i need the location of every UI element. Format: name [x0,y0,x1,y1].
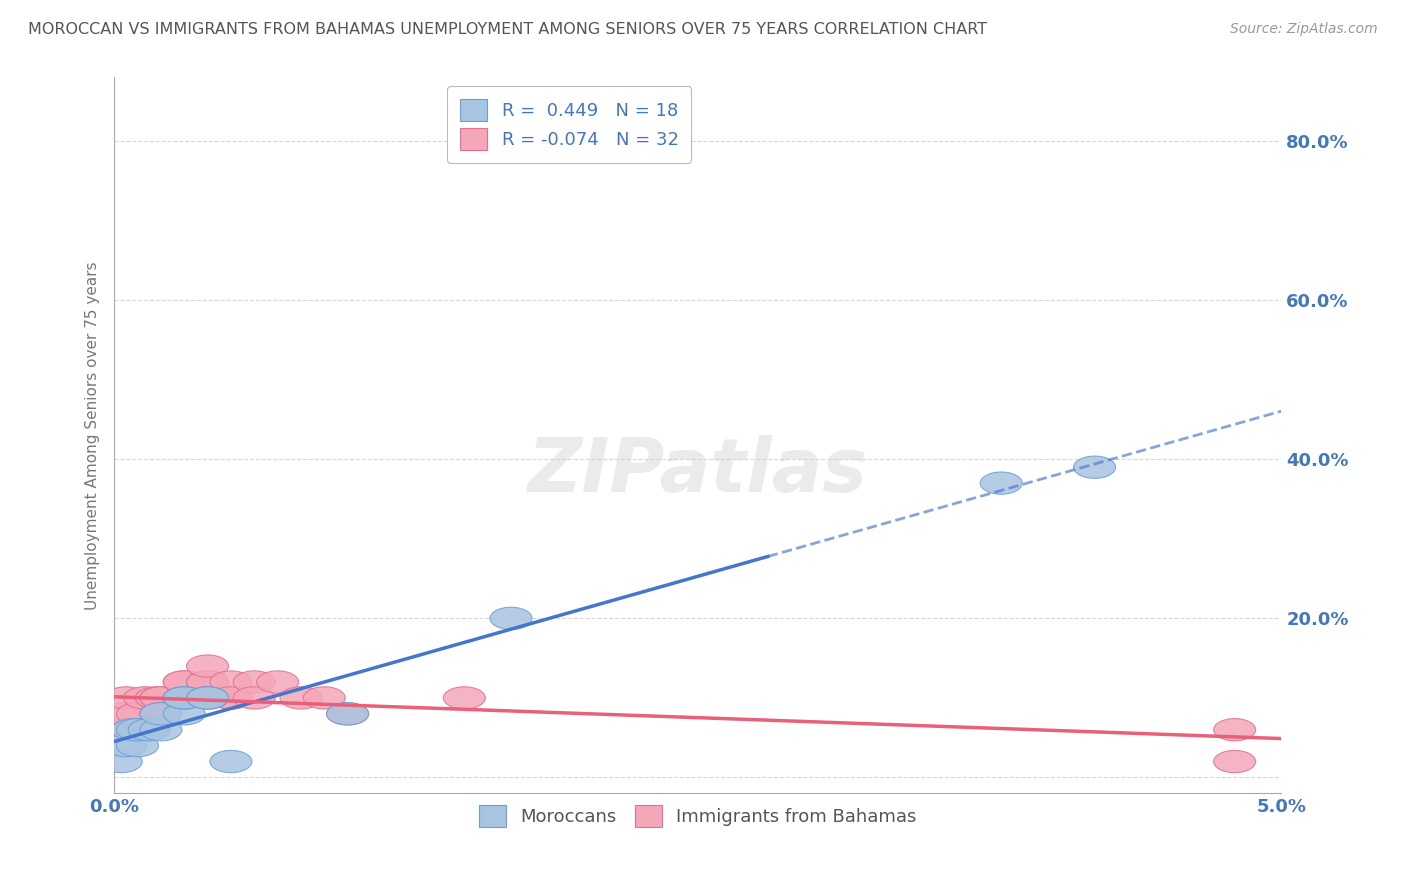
Ellipse shape [135,687,177,709]
Ellipse shape [117,719,159,741]
Ellipse shape [209,671,252,693]
Ellipse shape [100,703,142,725]
Ellipse shape [256,671,298,693]
Ellipse shape [187,687,229,709]
Ellipse shape [163,687,205,709]
Ellipse shape [209,687,252,709]
Text: MOROCCAN VS IMMIGRANTS FROM BAHAMAS UNEMPLOYMENT AMONG SENIORS OVER 75 YEARS COR: MOROCCAN VS IMMIGRANTS FROM BAHAMAS UNEM… [28,22,987,37]
Ellipse shape [326,703,368,725]
Ellipse shape [187,655,229,677]
Ellipse shape [187,687,229,709]
Ellipse shape [139,719,181,741]
Ellipse shape [187,687,229,709]
Ellipse shape [1213,750,1256,772]
Ellipse shape [304,687,346,709]
Ellipse shape [139,687,181,709]
Ellipse shape [163,687,205,709]
Ellipse shape [209,687,252,709]
Ellipse shape [326,703,368,725]
Y-axis label: Unemployment Among Seniors over 75 years: Unemployment Among Seniors over 75 years [86,261,100,610]
Ellipse shape [112,719,153,741]
Ellipse shape [163,687,205,709]
Ellipse shape [443,687,485,709]
Ellipse shape [163,671,205,693]
Text: ZIPatlas: ZIPatlas [527,434,868,508]
Ellipse shape [112,719,153,741]
Ellipse shape [163,703,205,725]
Ellipse shape [139,703,181,725]
Ellipse shape [980,472,1022,494]
Ellipse shape [139,703,181,725]
Text: Source: ZipAtlas.com: Source: ZipAtlas.com [1230,22,1378,37]
Ellipse shape [105,687,146,709]
Ellipse shape [187,671,229,693]
Ellipse shape [124,687,166,709]
Legend: Moroccans, Immigrants from Bahamas: Moroccans, Immigrants from Bahamas [471,798,924,834]
Ellipse shape [117,719,159,741]
Ellipse shape [105,734,146,756]
Ellipse shape [117,734,159,756]
Ellipse shape [128,719,170,741]
Ellipse shape [187,671,229,693]
Ellipse shape [163,671,205,693]
Ellipse shape [117,703,159,725]
Ellipse shape [100,750,142,772]
Ellipse shape [491,607,531,630]
Ellipse shape [1074,456,1115,478]
Ellipse shape [233,671,276,693]
Ellipse shape [280,687,322,709]
Ellipse shape [1213,719,1256,741]
Ellipse shape [128,719,170,741]
Ellipse shape [209,750,252,772]
Ellipse shape [139,687,181,709]
Ellipse shape [163,687,205,709]
Ellipse shape [98,719,139,741]
Ellipse shape [233,687,276,709]
